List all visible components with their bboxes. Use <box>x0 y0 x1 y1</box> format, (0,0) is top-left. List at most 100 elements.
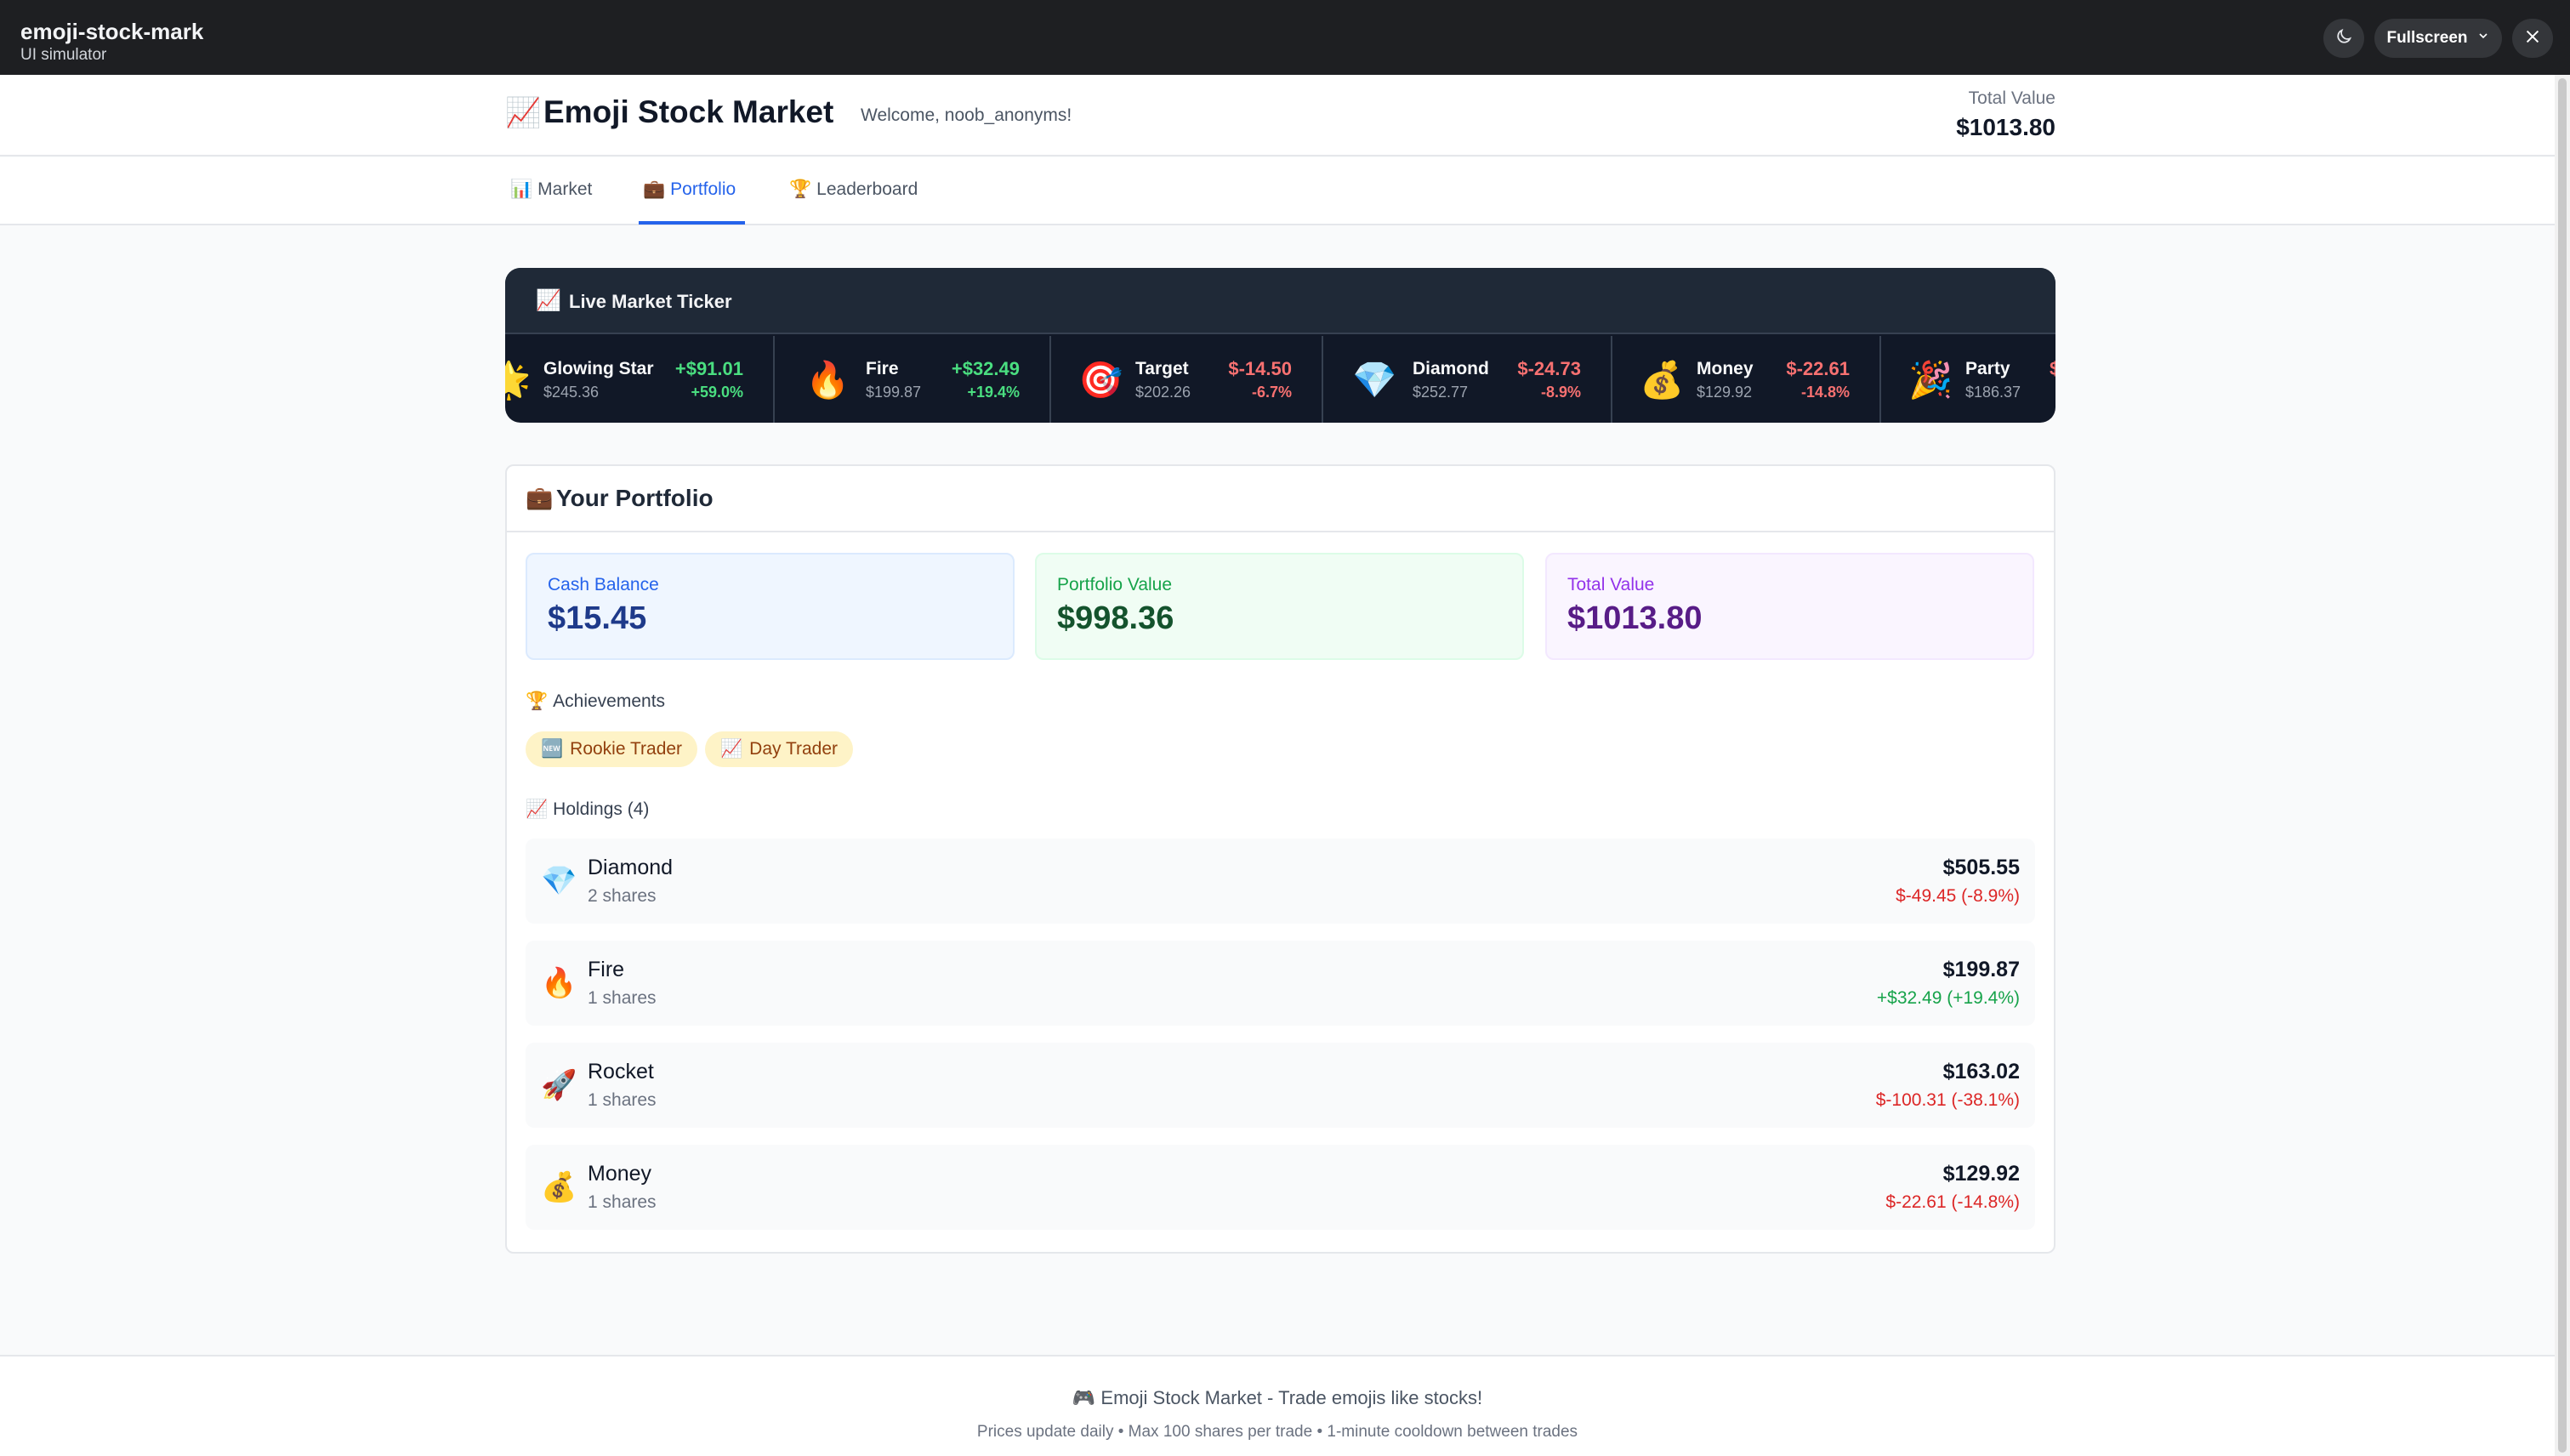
tab-market-label: Market <box>537 179 593 199</box>
welcome-text: Welcome, noob_anonyms! <box>861 105 1072 125</box>
fire-icon: 🔥 <box>541 967 577 999</box>
ticker-item-money[interactable]: 💰 Money $129.92 $-22.61 -14.8% <box>1612 336 1881 423</box>
portfolio-value-value: $998.36 <box>1057 600 1174 636</box>
ticker-item-diamond[interactable]: 💎 Diamond $252.77 $-24.73 -8.9% <box>1323 336 1612 423</box>
money-bag-icon: 💰 <box>541 1171 577 1203</box>
footer <box>0 1355 2555 1456</box>
tab-market[interactable]: 📊 Market <box>510 179 592 200</box>
ticker-item-name: Party <box>1965 359 2010 378</box>
simulator-app-name: emoji-stock-mark <box>20 19 204 44</box>
ticker-item-change: $-14.50 <box>1228 358 1292 379</box>
ticker-item-price: $245.36 <box>543 384 600 401</box>
ticker-item-name: Glowing Star <box>543 359 654 378</box>
ticker-item-price: $252.77 <box>1413 384 1469 401</box>
holding-value: $163.02 <box>1942 1060 2020 1083</box>
ticker-item-percent: -14.8% <box>1800 384 1850 401</box>
moon-icon <box>2334 27 2353 50</box>
holding-row-money[interactable]: 💰 Money 1 shares $129.92 $-22.61 (-14.8%… <box>526 1145 2035 1230</box>
live-market-ticker: 📈 Live Market Ticker 🌟 Glowing Star $245… <box>505 268 2055 423</box>
ticker-item-change: $ <box>2050 358 2055 379</box>
holding-change: $-22.61 (-14.8%) <box>1885 1192 2020 1212</box>
ticker-item-party[interactable]: 🎉 Party $186.37 $ <box>1881 336 2055 423</box>
ticker-item-fire[interactable]: 🔥 Fire $199.87 +$32.49 +19.4% <box>775 336 1051 423</box>
fullscreen-dropdown[interactable]: Fullscreen <box>2374 19 2502 58</box>
portfolio-title: Your Portfolio <box>556 485 714 511</box>
tab-bar <box>0 157 2555 225</box>
ticker-item-percent: +19.4% <box>967 384 1020 401</box>
tab-leaderboard-label: Leaderboard <box>816 179 918 199</box>
holding-row-diamond[interactable]: 💎 Diamond 2 shares $505.55 $-49.45 (-8.9… <box>526 839 2035 924</box>
achievement-badge-rookie-trader: 🆕 Rookie Trader <box>526 731 698 767</box>
holding-shares: 2 shares <box>588 886 657 906</box>
cash-balance-card: Cash Balance $15.45 <box>526 553 1015 660</box>
ticker-item-glowing-star[interactable]: 🌟 Glowing Star $245.36 +$91.01 +59.0% <box>505 336 775 423</box>
ticker-item-price: $186.37 <box>1965 384 2021 401</box>
holdings-heading: 📈 Holdings (4) <box>526 799 649 820</box>
achievements-label: Achievements <box>553 691 666 711</box>
simulator-bar: emoji-stock-mark UI simulator Fullscreen <box>0 0 2570 75</box>
bar-chart-icon: 📊 <box>510 179 533 199</box>
chart-up-icon: 📈 <box>505 97 542 129</box>
ticker-item-percent: -8.9% <box>1540 384 1581 401</box>
theme-toggle-button[interactable] <box>2323 19 2364 58</box>
briefcase-icon: 💼 <box>526 485 554 510</box>
cash-balance-value: $15.45 <box>548 600 647 636</box>
holding-shares: 1 shares <box>588 1090 657 1110</box>
holding-name: Rocket <box>588 1060 654 1083</box>
portfolio-header: 💼 Your Portfolio <box>507 466 2054 532</box>
simulator-subtitle: UI simulator <box>20 46 107 64</box>
holding-row-rocket[interactable]: 🚀 Rocket 1 shares $163.02 $-100.31 (-38.… <box>526 1043 2035 1128</box>
holding-name: Fire <box>588 958 625 981</box>
app-header <box>0 75 2555 156</box>
holding-shares: 1 shares <box>588 1192 657 1212</box>
trophy-icon: 🏆 <box>789 179 812 199</box>
ticker-item-change: $-24.73 <box>1517 358 1581 379</box>
close-icon <box>2523 27 2542 50</box>
holding-name: Money <box>588 1162 652 1186</box>
briefcase-icon: 💼 <box>643 179 666 199</box>
ticker-header: 📈 Live Market Ticker <box>505 268 2055 334</box>
tab-leaderboard[interactable]: 🏆 Leaderboard <box>789 179 918 200</box>
close-button[interactable] <box>2512 19 2553 58</box>
diamond-icon: 💎 <box>1352 360 1397 400</box>
ticker-item-percent: +59.0% <box>691 384 743 401</box>
ticker-item-price: $129.92 <box>1697 384 1753 401</box>
ticker-item-change: $-22.61 <box>1786 358 1850 379</box>
rocket-icon: 🚀 <box>541 1069 577 1101</box>
party-popper-icon: 🎉 <box>1908 360 1953 400</box>
footer-tagline: 🎮 Emoji Stock Market - Trade emojis like… <box>0 1387 2555 1409</box>
achievements-heading: 🏆 Achievements <box>526 691 665 712</box>
portfolio-value-card: Portfolio Value $998.36 <box>1035 553 1524 660</box>
fullscreen-label: Fullscreen <box>2386 29 2468 47</box>
ticker-item-name: Money <box>1697 359 1754 378</box>
ticker-item-change: +$32.49 <box>951 358 1020 379</box>
holding-row-fire[interactable]: 🔥 Fire 1 shares $199.87 +$32.49 (+19.4%) <box>526 941 2035 1026</box>
trophy-icon: 🏆 <box>526 691 549 711</box>
holding-shares: 1 shares <box>588 988 657 1008</box>
ticker-title: Live Market Ticker <box>569 291 732 312</box>
footer-rules: Prices update daily • Max 100 shares per… <box>976 1423 1578 1441</box>
ticker-item-price: $199.87 <box>866 384 922 401</box>
holding-name: Diamond <box>588 856 674 879</box>
page-title: Emoji Stock Market <box>543 94 834 129</box>
total-value-card: Total Value $1013.80 <box>1545 553 2034 660</box>
chart-up-icon: 📈 <box>526 799 549 819</box>
total-value-label: Total Value <box>1567 575 1655 594</box>
ticker-item-name: Fire <box>866 359 899 378</box>
scrollbar-thumb[interactable] <box>2558 78 2567 1453</box>
total-value-value: $1013.80 <box>1567 600 1703 636</box>
header-total-value: $1013.80 <box>1956 114 2055 140</box>
tab-portfolio-label: Portfolio <box>670 179 736 199</box>
holdings-label: Holdings (4) <box>553 799 650 819</box>
holding-change: $-49.45 (-8.9%) <box>1896 886 2020 906</box>
diamond-icon: 💎 <box>541 865 577 897</box>
game-controller-icon: 🎮 <box>1072 1387 1096 1408</box>
ticker-item-name: Diamond <box>1413 359 1489 378</box>
tab-portfolio[interactable]: 💼 Portfolio <box>643 179 736 200</box>
chart-up-icon: 📈 <box>536 289 561 312</box>
ticker-item-target[interactable]: 🎯 Target $202.26 $-14.50 -6.7% <box>1051 336 1323 423</box>
header-total-value-label: Total Value <box>1968 88 2055 108</box>
footer-tagline-text: Emoji Stock Market - Trade emojis like s… <box>1100 1387 1483 1408</box>
ticker-item-percent: -6.7% <box>1251 384 1292 401</box>
active-tab-indicator <box>639 221 745 225</box>
